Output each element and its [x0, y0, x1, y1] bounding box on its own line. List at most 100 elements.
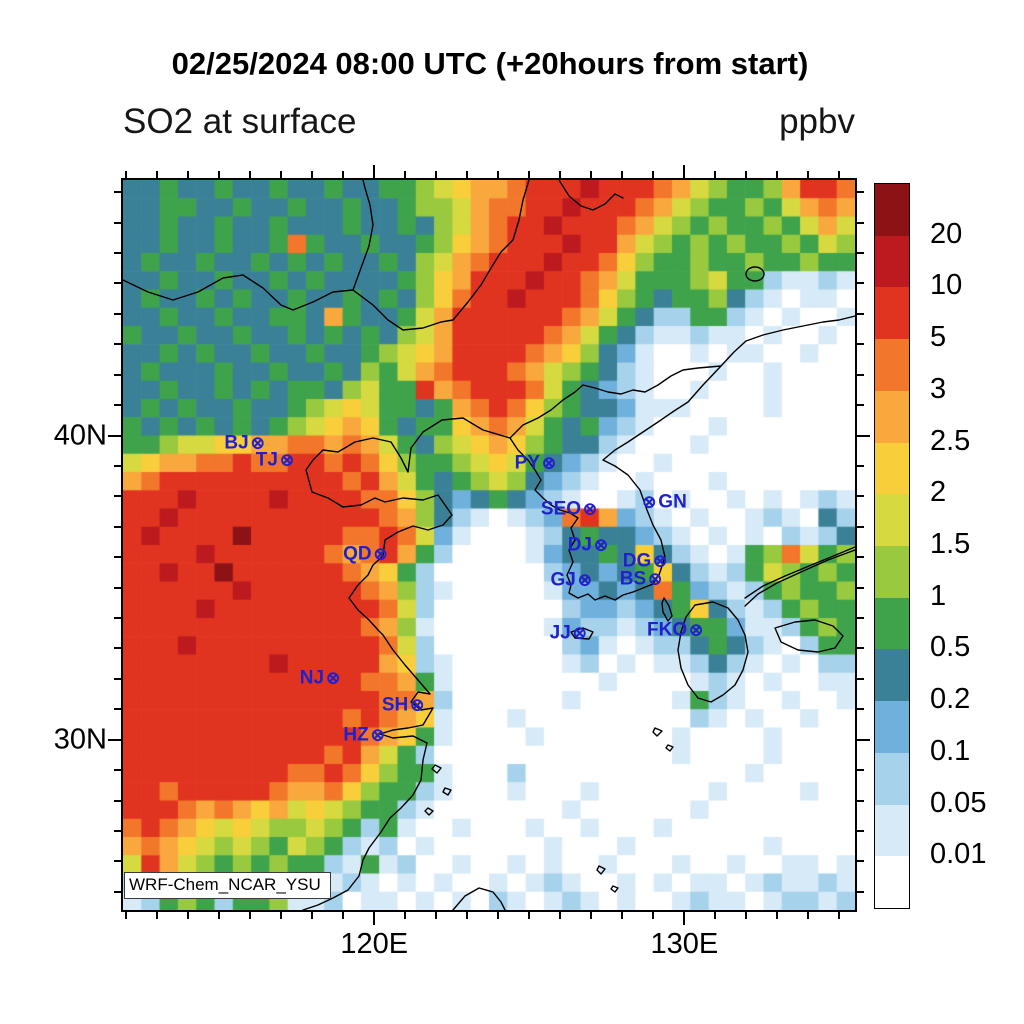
x-axis-tick [559, 171, 562, 178]
taiwan-north-coast [452, 887, 506, 910]
station-label-gj: GJ [550, 569, 576, 591]
x-axis-tick [218, 912, 221, 919]
y-axis-tick [114, 677, 121, 680]
x-axis-tick [187, 912, 190, 919]
colorbar-tick-label-3: 3 [930, 372, 947, 405]
tsushima-island [661, 597, 673, 622]
x-axis-tick [807, 912, 810, 919]
y-axis-tick [114, 829, 121, 832]
subtitle-row: SO2 at surface ppbv [123, 102, 855, 142]
x-axis-label-130E: 130E [650, 928, 719, 960]
station-label-hz: HZ [343, 724, 369, 746]
colorbar-cell [875, 804, 909, 857]
x-axis-tick [776, 912, 779, 919]
station-marker-icon-hz: ⊗ [370, 725, 385, 745]
colorbar-tick-label-0.1: 0.1 [930, 734, 971, 767]
colorbar-cell [875, 390, 909, 443]
station-label-dj: DJ [567, 534, 592, 556]
y-axis-tick [857, 495, 864, 498]
station-marker-icon-gn: ⊗ [642, 492, 657, 512]
coastlines [123, 180, 855, 910]
y-axis-tick [857, 343, 864, 346]
y-axis-tick [857, 404, 864, 407]
y-axis-tick [857, 586, 864, 589]
x-axis-tick [156, 912, 159, 919]
x-axis-tick [280, 171, 283, 178]
station-label-bs: BS [619, 568, 647, 590]
colorbar-cell [875, 235, 909, 288]
x-axis-tick [249, 912, 252, 919]
colorbar-tick-label-0.01: 0.01 [930, 838, 987, 871]
x-axis-tick [683, 165, 686, 178]
colorbar-tick-label-0.2: 0.2 [930, 682, 971, 715]
station-marker-icon-seo: ⊗ [582, 499, 598, 519]
x-axis-tick [373, 912, 376, 925]
station-label-tj: TJ [255, 449, 278, 471]
map-panel: WRF-Chem_NCAR_YSU ⊗ BJ ⊗ TJ ⊗ PY ⊗ SEO ⊗ GN ⊗ DJ ⊗ QD… [54, 165, 870, 960]
station-label-bj: BJ [224, 432, 249, 454]
x-axis-tick [590, 912, 593, 919]
honshu-south-coast [744, 549, 855, 607]
colorbar: 20 10 5 3 2.5 2 1.5 1 0.5 0.2 0.1 0.05 0.01 [874, 183, 1024, 909]
x-axis-tick [652, 171, 655, 178]
x-axis-tick [466, 171, 469, 178]
colorbar-tick-label-1: 1 [930, 579, 947, 612]
station-marker-icon-sh: ⊗ [410, 695, 425, 715]
model-label: WRF-Chem_NCAR_YSU [124, 872, 331, 899]
colorbar-cell [875, 597, 909, 650]
y-axis-tick [114, 312, 121, 315]
y-axis-tick [114, 556, 121, 559]
lake [745, 266, 765, 282]
station-marker-icon-bs: ⊗ [648, 569, 663, 589]
sw-kyushu-islands [652, 727, 674, 752]
x-axis-tick [714, 171, 717, 178]
x-axis-tick [435, 912, 438, 919]
y-axis-tick [114, 586, 121, 589]
colorbar-tick-label-0.05: 0.05 [930, 786, 987, 819]
x-axis-tick [838, 171, 841, 178]
x-axis-tick [497, 171, 500, 178]
x-axis-tick [528, 171, 531, 178]
x-axis-tick [528, 912, 531, 919]
y-axis-tick [114, 343, 121, 346]
x-axis-tick [404, 171, 407, 178]
colorbar-tick-label-5: 5 [930, 320, 947, 353]
x-axis-tick [621, 912, 624, 919]
y-axis-tick [857, 677, 864, 680]
y-axis-tick [114, 221, 121, 224]
x-axis-tick [311, 912, 314, 919]
figure-title: 02/25/2024 08:00 UTC (+20hours from star… [171, 46, 809, 81]
y-axis-tick [857, 525, 864, 528]
y-axis-tick [857, 829, 864, 832]
y-axis-tick [857, 769, 864, 772]
station-marker-icon-dg: ⊗ [653, 551, 668, 571]
x-axis-tick [435, 171, 438, 178]
y-axis-tick [857, 282, 864, 285]
x-axis-tick [342, 912, 345, 919]
colorbar-tick-label-20: 20 [930, 217, 963, 250]
x-axis-tick [652, 912, 655, 919]
x-axis-tick [373, 165, 376, 178]
station-marker-icon-fko: ⊗ [689, 620, 704, 640]
colorbar-cell [875, 752, 909, 805]
y-axis-tick [114, 495, 121, 498]
colorbar-tick-label-2.5: 2.5 [930, 424, 971, 457]
x-axis-tick [466, 912, 469, 919]
x-axis-tick [714, 912, 717, 919]
x-axis-tick [125, 912, 128, 919]
y-axis-tick [114, 890, 121, 893]
y-axis-tick [857, 312, 864, 315]
x-axis-label-120E: 120E [340, 928, 409, 960]
colorbar-cell [875, 287, 909, 340]
y-axis-tick [114, 252, 121, 254]
x-axis-tick [249, 171, 252, 178]
colorbar-cell [875, 856, 909, 909]
station-marker-icon-gj: ⊗ [577, 570, 593, 590]
colorbar-tick-label-0.5: 0.5 [930, 631, 971, 664]
colorbar-cell [875, 184, 909, 236]
border-river [509, 365, 722, 439]
inland-river-branch [352, 180, 374, 291]
colorbar-tick-label-1.5: 1.5 [930, 527, 971, 560]
station-label-qd: QD [343, 543, 372, 565]
y-axis-tick [114, 860, 121, 863]
